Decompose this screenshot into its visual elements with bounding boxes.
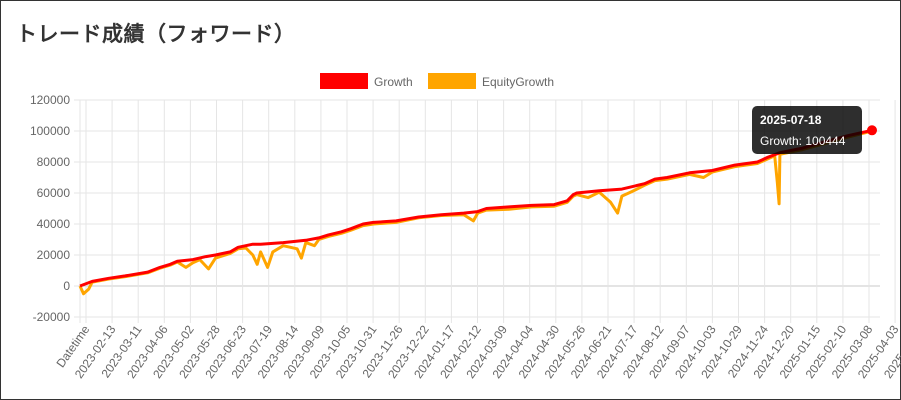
hover-point <box>867 125 877 136</box>
legend-item-equity[interactable]: EquityGrowth <box>428 73 554 89</box>
legend: Growth EquityGrowth <box>320 73 554 89</box>
y-tick-label: -20000 <box>33 310 71 324</box>
y-tick-label: 40000 <box>37 217 71 231</box>
y-tick-label: 100000 <box>30 124 70 138</box>
legend-item-growth[interactable]: Growth <box>320 73 413 89</box>
tooltip-body: Growth: 100444 <box>760 134 846 148</box>
x-axis-ticks: Datetime2023-02-132023-03-112023-04-0620… <box>53 322 901 381</box>
series <box>78 125 877 296</box>
series-line-growth <box>79 128 873 288</box>
y-tick-label: 80000 <box>37 155 71 169</box>
tooltip: 2025-07-18 Growth: 100444 <box>752 106 862 154</box>
y-tick-label: 120000 <box>30 93 70 107</box>
tooltip-title: 2025-07-18 <box>760 113 822 127</box>
y-axis-ticks: -20000 0 20000 40000 60000 80000 100000 120000 <box>30 93 70 324</box>
legend-label-growth: Growth <box>374 75 413 89</box>
y-tick-label: 20000 <box>37 248 71 262</box>
y-tick-label: 60000 <box>37 186 71 200</box>
y-tick-label: 0 <box>63 279 70 293</box>
legend-swatch-equity <box>428 73 476 89</box>
tooltip-box <box>752 106 862 154</box>
legend-label-equity: EquityGrowth <box>482 75 554 89</box>
page-title: トレード成績（フォワード） <box>16 22 296 46</box>
legend-swatch-growth <box>320 73 368 89</box>
